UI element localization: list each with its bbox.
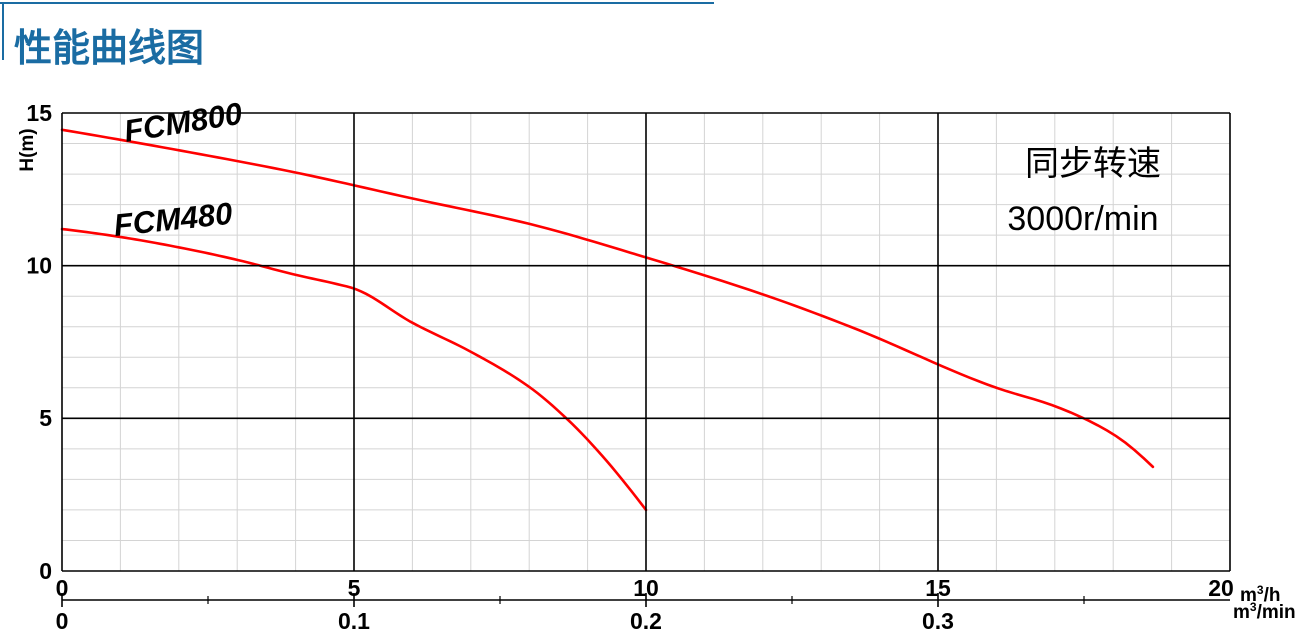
svg-text:同步转速: 同步转速 [1025,145,1161,183]
svg-text:15: 15 [26,100,52,126]
svg-text:20: 20 [1208,575,1234,601]
svg-text:m3/min: m3/min [1233,600,1296,623]
svg-text:0.1: 0.1 [338,608,370,634]
svg-text:5: 5 [39,405,52,431]
svg-text:10: 10 [26,253,52,279]
svg-text:0.2: 0.2 [630,608,662,634]
svg-text:3000r/min: 3000r/min [1007,200,1158,238]
svg-text:0.3: 0.3 [922,608,954,634]
svg-text:H(m): H(m) [17,128,38,171]
svg-text:0: 0 [39,558,52,584]
svg-text:FCM800: FCM800 [122,96,245,149]
svg-text:0: 0 [56,608,69,634]
svg-text:FCM480: FCM480 [112,196,234,243]
